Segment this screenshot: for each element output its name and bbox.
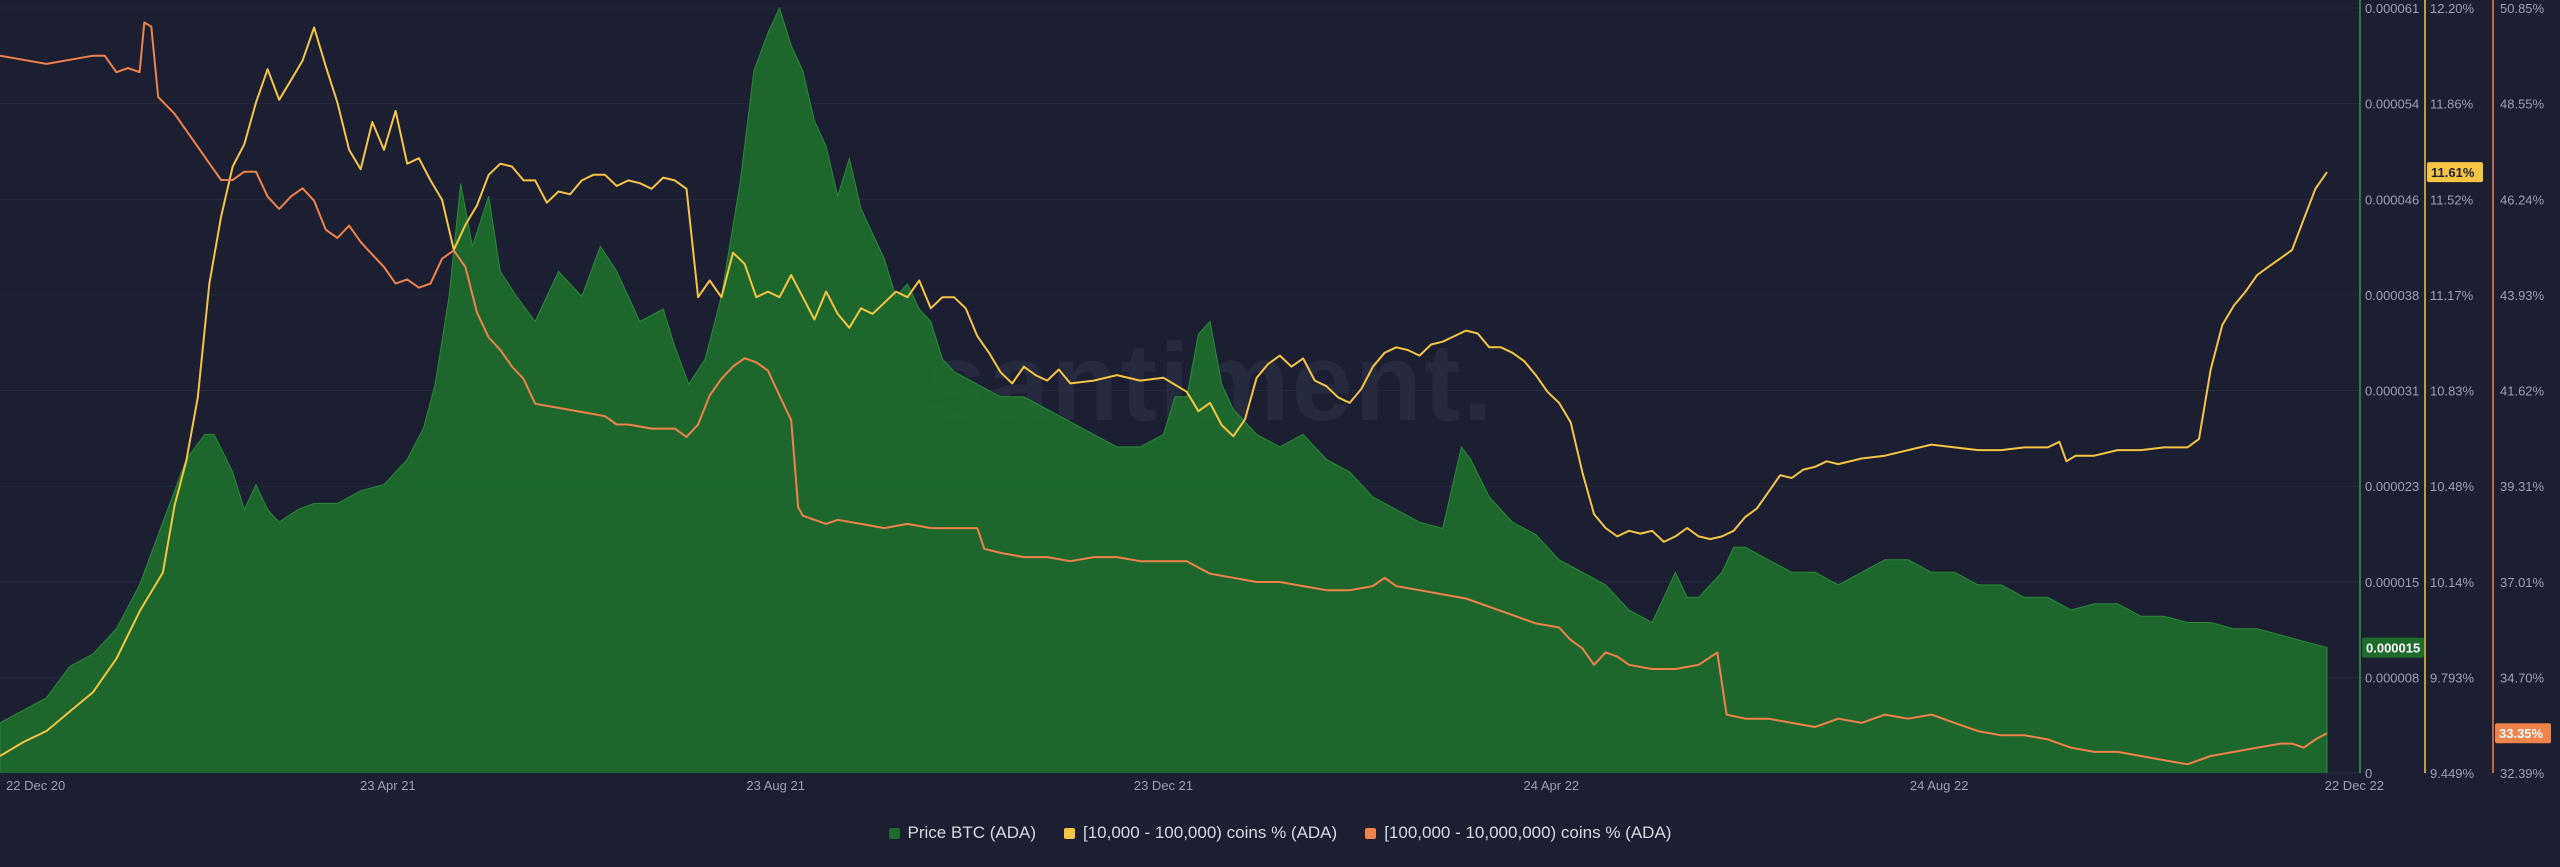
series-area-price-btc bbox=[0, 8, 2327, 773]
axis-tick-holders-10k-100k: 11.17% bbox=[2430, 288, 2474, 303]
axis-tick-price-btc: 0.000031 bbox=[2365, 384, 2419, 399]
axis-tick-holders-10k-100k: 9.793% bbox=[2430, 670, 2475, 685]
last-value-label-price-btc: 0.000015 bbox=[2366, 641, 2420, 656]
x-axis: 22 Dec 20 23 Apr 21 23 Aug 21 23 Dec 21 24 A… bbox=[6, 778, 2384, 793]
axes-layer: 0.000061 0.000054 0.000046 0.000038 0.000031… bbox=[2359, 0, 2551, 781]
axis-tick-holders-10k-100k: 12.20% bbox=[2430, 1, 2475, 16]
axis-tick-holders-100k-10m: 41.62% bbox=[2500, 384, 2545, 399]
axis-tick-holders-100k-10m: 46.24% bbox=[2500, 192, 2545, 207]
x-tick-label: 24 Aug 22 bbox=[1910, 778, 1969, 793]
series-line-holders-100k-10m bbox=[0, 21, 2328, 766]
legend-label: [100,000 - 10,000,000) coins % (ADA) bbox=[1384, 823, 1672, 842]
axis-tick-holders-10k-100k: 9.449% bbox=[2430, 766, 2475, 781]
series-outline-price-btc bbox=[0, 6, 2328, 773]
last-value-label-holders-100k-10m: 33.35% bbox=[2499, 726, 2544, 741]
axis-tick-holders-100k-10m: 43.93% bbox=[2500, 288, 2545, 303]
axis-tick-holders-100k-10m: 50.85% bbox=[2500, 1, 2545, 16]
last-value-badge-price-btc bbox=[2362, 637, 2424, 658]
axis-tick-holders-100k-10m: 34.70% bbox=[2500, 670, 2545, 685]
last-value-badge-holders-10k-100k bbox=[2427, 162, 2483, 183]
series-line-holders-10k-100k bbox=[0, 26, 2328, 757]
legend-swatch bbox=[1365, 827, 1377, 839]
x-tick-label: 22 Dec 22 bbox=[2325, 778, 2384, 793]
x-tick-label: 23 Aug 21 bbox=[746, 778, 805, 793]
axis-tick-holders-10k-100k: 10.14% bbox=[2430, 575, 2475, 590]
axis-tick-holders-100k-10m: 39.31% bbox=[2500, 479, 2545, 494]
axis-tick-price-btc: 0.000061 bbox=[2365, 1, 2419, 16]
axis-tick-price-btc: 0.000023 bbox=[2365, 479, 2419, 494]
axis-tick-price-btc: 0 bbox=[2365, 766, 2372, 781]
x-tick-label: 23 Dec 21 bbox=[1134, 778, 1193, 793]
x-tick-label: 23 Apr 21 bbox=[360, 778, 416, 793]
x-tick-label: 22 Dec 20 bbox=[6, 778, 65, 793]
axis-tick-holders-10k-100k: 10.83% bbox=[2430, 384, 2475, 399]
legend-label: [10,000 - 100,000) coins % (ADA) bbox=[1083, 823, 1338, 842]
axis-tick-holders-100k-10m: 48.55% bbox=[2500, 97, 2545, 112]
axis-tick-holders-10k-100k: 10.48% bbox=[2430, 479, 2475, 494]
legend-label: Price BTC (ADA) bbox=[907, 823, 1036, 842]
series-layer bbox=[0, 6, 2328, 773]
legend-swatch bbox=[1064, 827, 1075, 839]
legend-item-price-btc[interactable]: Price BTC (ADA) bbox=[888, 823, 1036, 843]
axis-tick-holders-10k-100k: 11.86% bbox=[2430, 97, 2474, 112]
axis-tick-holders-10k-100k: 11.52% bbox=[2430, 192, 2474, 207]
axis-tick-holders-100k-10m: 37.01% bbox=[2500, 575, 2545, 590]
axis-tick-price-btc: 0.000046 bbox=[2365, 192, 2419, 207]
legend: Price BTC (ADA) [10,000 - 100,000) coins… bbox=[0, 818, 2560, 848]
legend-swatch bbox=[888, 827, 900, 839]
axis-tick-price-btc: 0.000015 bbox=[2365, 575, 2419, 590]
legend-item-holders-100k-10m[interactable]: [100,000 - 10,000,000) coins % (ADA) bbox=[1365, 823, 1671, 843]
axis-tick-price-btc: 0.000038 bbox=[2365, 288, 2419, 303]
last-value-label-holders-10k-100k: 11.61% bbox=[2431, 165, 2475, 180]
axis-tick-holders-100k-10m: 32.39% bbox=[2500, 766, 2545, 781]
legend-item-holders-10k-100k[interactable]: [10,000 - 100,000) coins % (ADA) bbox=[1064, 823, 1337, 843]
axis-tick-price-btc: 0.000008 bbox=[2365, 670, 2419, 685]
last-value-badge-holders-100k-10m bbox=[2495, 723, 2551, 744]
x-tick-label: 24 Apr 22 bbox=[1524, 778, 1580, 793]
axis-tick-price-btc: 0.000054 bbox=[2365, 97, 2419, 112]
